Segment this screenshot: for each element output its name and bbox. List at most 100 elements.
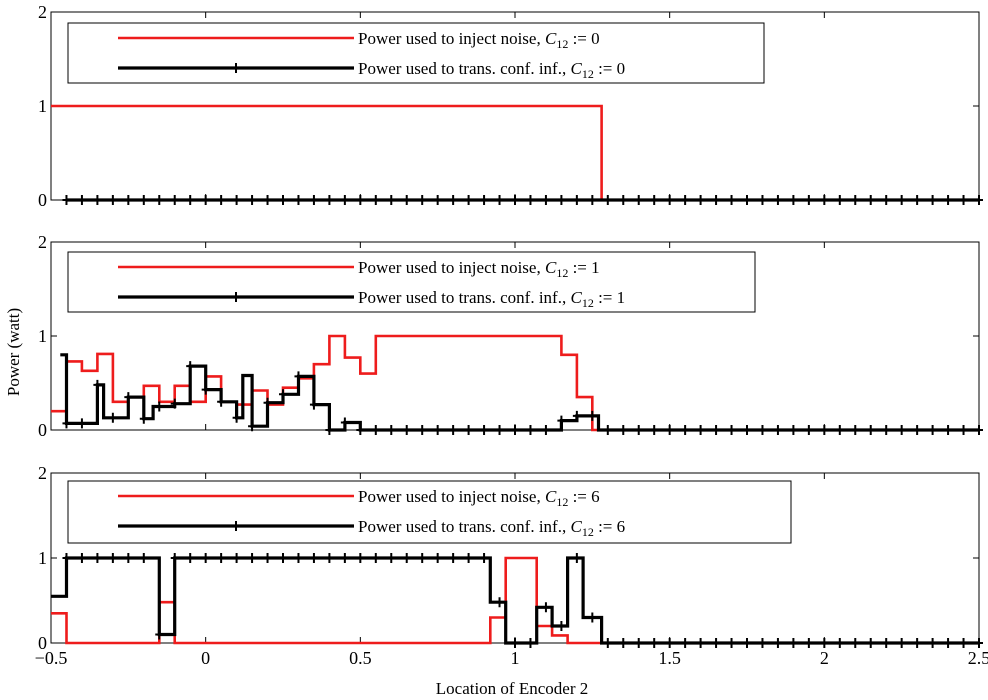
conf-marker bbox=[541, 195, 550, 205]
conf-marker bbox=[619, 425, 628, 435]
conf-marker bbox=[913, 195, 922, 205]
conf-marker bbox=[325, 425, 334, 435]
conf-marker bbox=[170, 195, 179, 205]
conf-marker bbox=[201, 384, 210, 395]
conf-marker bbox=[743, 195, 751, 205]
conf-marker bbox=[108, 195, 117, 205]
conf-marker bbox=[603, 195, 612, 205]
conf-marker bbox=[325, 195, 334, 205]
conf-marker bbox=[418, 553, 427, 563]
conf-marker bbox=[495, 597, 504, 608]
y-tick-label: 0 bbox=[38, 420, 47, 440]
conf-marker bbox=[170, 398, 179, 409]
conf-marker bbox=[356, 425, 365, 435]
conf-marker bbox=[201, 553, 210, 563]
conf-marker bbox=[835, 638, 844, 648]
conf-marker bbox=[217, 553, 226, 563]
conf-marker bbox=[897, 195, 906, 205]
y-tick-label: 1 bbox=[38, 548, 47, 568]
conf-marker bbox=[124, 553, 133, 563]
conf-marker bbox=[804, 638, 813, 648]
conf-marker bbox=[155, 401, 164, 412]
conf-marker bbox=[449, 425, 458, 435]
conf-marker bbox=[634, 425, 643, 435]
conf-marker bbox=[294, 195, 303, 205]
conf-marker bbox=[541, 602, 550, 613]
conf-marker bbox=[93, 553, 102, 563]
conf-marker bbox=[340, 417, 349, 428]
conf-marker bbox=[418, 425, 427, 435]
conf-marker bbox=[866, 638, 875, 648]
subplot-3-plot-area: 012−0.5 0 0.5 1 1.5 2 2.5 bbox=[35, 463, 988, 668]
conf-marker bbox=[170, 553, 179, 563]
conf-marker bbox=[804, 195, 813, 205]
conf-marker bbox=[913, 638, 922, 648]
conf-marker bbox=[186, 361, 195, 372]
conf-marker bbox=[464, 553, 473, 563]
conf-marker bbox=[712, 195, 721, 205]
conf-marker bbox=[619, 195, 628, 205]
conf-marker bbox=[62, 195, 71, 205]
legend-conf-marker bbox=[232, 63, 240, 73]
conf-marker bbox=[526, 638, 535, 648]
conf-marker bbox=[248, 421, 257, 432]
conf-marker bbox=[232, 195, 241, 205]
y-tick-label: 2 bbox=[38, 232, 47, 252]
conf-marker bbox=[835, 425, 844, 435]
y-tick-label: 1 bbox=[38, 96, 47, 116]
conf-marker bbox=[959, 195, 968, 205]
conf-marker bbox=[650, 195, 659, 205]
conf-marker bbox=[371, 195, 380, 205]
conf-marker bbox=[789, 195, 798, 205]
conf-marker bbox=[480, 195, 489, 205]
conf-marker bbox=[541, 425, 550, 435]
conf-marker bbox=[325, 553, 334, 563]
conf-marker bbox=[93, 379, 102, 390]
subplot-3: 012−0.5 0 0.5 1 1.5 2 2.5 Power used to inject… bbox=[35, 463, 988, 668]
conf-marker bbox=[279, 389, 287, 400]
conf-marker bbox=[232, 553, 241, 563]
conf-marker bbox=[944, 195, 953, 205]
conf-marker bbox=[758, 425, 767, 435]
conf-marker bbox=[773, 195, 782, 205]
conf-marker bbox=[356, 553, 365, 563]
conf-marker bbox=[603, 638, 612, 648]
conf-marker bbox=[433, 553, 442, 563]
conf-marker bbox=[681, 195, 690, 205]
legend-conf-marker bbox=[232, 292, 240, 302]
legend-noise-label: Power used to inject noise, C12 := 0 bbox=[358, 29, 600, 51]
conf-marker bbox=[557, 415, 566, 426]
conf-marker bbox=[186, 553, 195, 563]
conf-marker bbox=[944, 638, 953, 648]
conf-marker bbox=[433, 195, 442, 205]
x-tick-label: −0.5 bbox=[35, 648, 68, 668]
conf-power-line bbox=[60, 353, 979, 432]
subplot-1-plot-area: 0 1 2 bbox=[38, 2, 983, 210]
y-tick-label: 2 bbox=[38, 2, 47, 22]
conf-marker bbox=[928, 425, 937, 435]
conf-marker bbox=[681, 425, 690, 435]
x-tick-label: 2 bbox=[820, 648, 829, 668]
conf-marker bbox=[588, 612, 597, 623]
x-tick-label: 2.5 bbox=[968, 648, 988, 668]
x-tick-label: 0.5 bbox=[349, 648, 372, 668]
conf-marker bbox=[696, 425, 705, 435]
conf-marker bbox=[588, 195, 597, 205]
conf-marker bbox=[851, 195, 860, 205]
conf-marker bbox=[882, 425, 891, 435]
conf-marker bbox=[77, 418, 86, 429]
conf-marker bbox=[480, 553, 489, 563]
conf-marker bbox=[851, 638, 860, 648]
conf-marker bbox=[62, 553, 71, 563]
conf-marker bbox=[495, 195, 504, 205]
legend-conf-label: Power used to trans. conf. inf., C12 := … bbox=[358, 288, 625, 310]
conf-marker bbox=[665, 638, 674, 648]
x-axis-label: Location of Encoder 2 bbox=[436, 679, 588, 698]
conf-marker bbox=[464, 195, 473, 205]
legend-conf-label: Power used to trans. conf. inf., C12 := … bbox=[358, 59, 625, 81]
conf-marker bbox=[402, 195, 411, 205]
noise-power-line bbox=[51, 556, 979, 645]
conf-marker bbox=[557, 621, 566, 631]
conf-marker bbox=[309, 195, 318, 205]
conf-marker bbox=[634, 638, 643, 648]
